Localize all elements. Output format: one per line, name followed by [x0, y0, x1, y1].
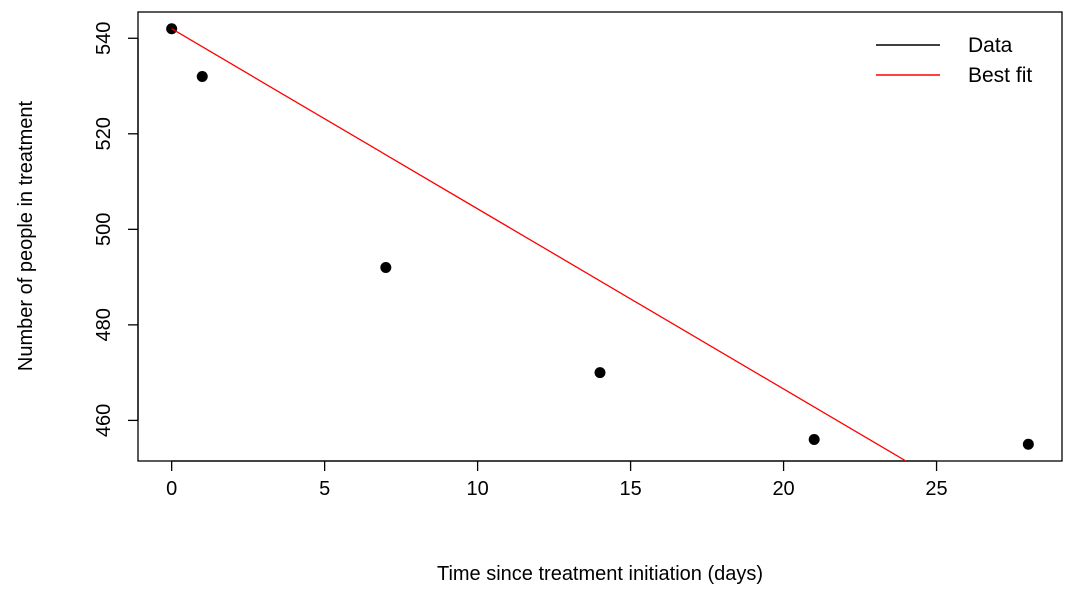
data-point [594, 367, 606, 379]
y-tick-label: 460 [93, 404, 115, 437]
y-axis: 460 480 500 520 540 [93, 22, 139, 437]
data-point [196, 70, 208, 82]
x-tick-label: 5 [319, 478, 330, 500]
legend: Data Best fit [876, 34, 1032, 87]
x-tick-label: 15 [619, 478, 641, 500]
data-point [808, 434, 820, 446]
y-tick-label: 520 [93, 117, 115, 150]
data-point [1022, 438, 1034, 450]
y-tick-label: 480 [93, 308, 115, 341]
x-axis-label: Time since treatment initiation (days) [437, 563, 763, 585]
plot-frame [137, 11, 1063, 462]
x-tick-label: 20 [772, 478, 794, 500]
legend-label: Data [968, 34, 1013, 57]
legend-label: Best fit [968, 64, 1032, 87]
plot-area [166, 23, 1034, 461]
best-fit-line [171, 28, 907, 461]
x-axis: 0 5 10 15 20 25 [166, 460, 948, 500]
y-axis-label: Number of people in treatment [15, 100, 37, 371]
y-tick-label: 540 [93, 22, 115, 55]
x-tick-label: 0 [166, 478, 177, 500]
y-tick-label: 500 [93, 213, 115, 246]
x-tick-label: 25 [925, 478, 947, 500]
data-point [380, 262, 392, 274]
x-tick-label: 10 [466, 478, 488, 500]
